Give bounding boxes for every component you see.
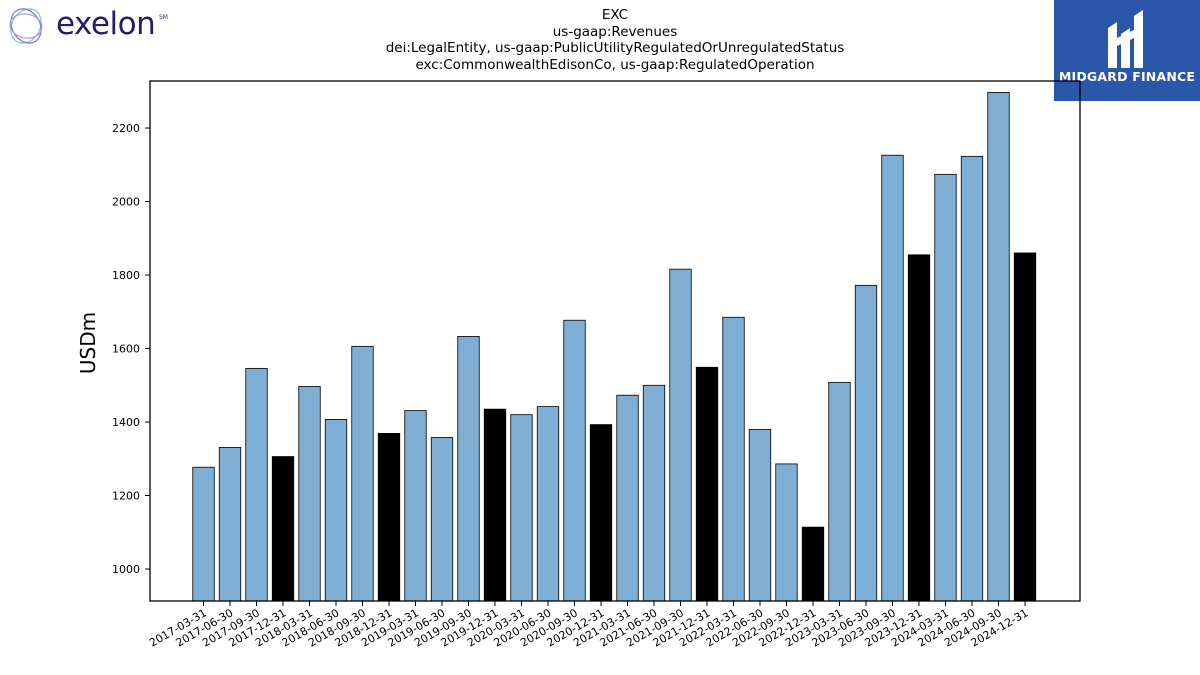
midgard-logo-mark-icon bbox=[1108, 10, 1143, 68]
bar-2023-06-30 bbox=[854, 284, 878, 602]
y-axis: 1000 1200 1400 1600 1800 2000 2200 bbox=[112, 122, 150, 576]
exelon-logo: exelon SM bbox=[4, 4, 174, 48]
bar-2023-09-30 bbox=[881, 154, 904, 602]
bar-2023-12-31 bbox=[907, 254, 931, 602]
bar-2022-09-30 bbox=[775, 463, 798, 602]
x-axis: 2017-03-312017-06-302017-09-302017-12-31… bbox=[147, 601, 1031, 650]
bar-2021-06-30 bbox=[642, 384, 666, 602]
bar-2020-12-31 bbox=[589, 424, 613, 602]
bar-2019-09-30 bbox=[457, 336, 480, 602]
y-tick-label: 2200 bbox=[112, 122, 140, 135]
bar-2018-09-30 bbox=[351, 345, 374, 602]
y-tick-label: 1800 bbox=[112, 269, 140, 282]
bar-2021-09-30 bbox=[669, 268, 692, 602]
bar-2020-09-30 bbox=[563, 319, 586, 602]
bar-2022-12-31 bbox=[801, 526, 825, 602]
plot-frame bbox=[149, 80, 1081, 602]
bar-2020-06-30 bbox=[536, 406, 560, 602]
bar-2017-06-30 bbox=[218, 446, 242, 602]
chart-title-line-1: EXC bbox=[601, 7, 629, 23]
bar-2019-06-30 bbox=[430, 437, 454, 602]
bar-2024-03-31 bbox=[934, 173, 957, 602]
bar-2024-06-30 bbox=[960, 155, 984, 602]
bar-2024-12-31 bbox=[1013, 252, 1037, 602]
y-axis-label: USDm bbox=[76, 312, 100, 374]
bar-2018-06-30 bbox=[324, 419, 348, 602]
bar-2024-09-30 bbox=[987, 91, 1010, 602]
midgard-logo-text: MIDGARD FINANCE bbox=[1058, 69, 1196, 84]
bar-2017-12-31 bbox=[271, 456, 295, 602]
bar-2018-03-31 bbox=[298, 385, 321, 602]
exelon-logo-text: exelon bbox=[56, 6, 156, 42]
bar-2021-03-31 bbox=[616, 394, 639, 602]
midgard-finance-logo: MIDGARD FINANCE bbox=[1054, 0, 1200, 101]
y-tick-label: 1200 bbox=[112, 490, 140, 503]
y-tick-label: 1400 bbox=[112, 416, 140, 429]
exelon-logo-sm: SM bbox=[159, 14, 168, 21]
bar-2023-03-31 bbox=[828, 381, 851, 602]
chart-title-line-3: dei:LegalEntity, us-gaap:PublicUtilityRe… bbox=[385, 40, 845, 56]
bar-2017-03-31 bbox=[192, 466, 215, 602]
chart-title-line-2: us-gaap:Revenues bbox=[552, 23, 678, 40]
exelon-logo-mark-icon bbox=[9, 8, 43, 44]
bar-2022-06-30 bbox=[748, 428, 772, 602]
bar-2022-03-31 bbox=[722, 316, 745, 602]
chart-title-line-4: exc:CommonwealthEdisonCo, us-gaap:Regula… bbox=[415, 56, 815, 73]
chart-title: EXC us-gaap:Revenues dei:LegalEntity, us… bbox=[300, 7, 930, 73]
bar-2018-12-31 bbox=[377, 433, 401, 602]
bar-2017-09-30 bbox=[245, 367, 268, 602]
bars-group bbox=[192, 91, 1037, 602]
bar-2021-12-31 bbox=[695, 366, 719, 602]
bar-2019-03-31 bbox=[404, 410, 427, 602]
y-tick-label: 1600 bbox=[112, 343, 140, 356]
bar-2020-03-31 bbox=[510, 414, 533, 602]
y-tick-label: 1000 bbox=[112, 563, 140, 576]
y-tick-label: 2000 bbox=[112, 196, 140, 209]
bar-2019-12-31 bbox=[483, 408, 507, 602]
